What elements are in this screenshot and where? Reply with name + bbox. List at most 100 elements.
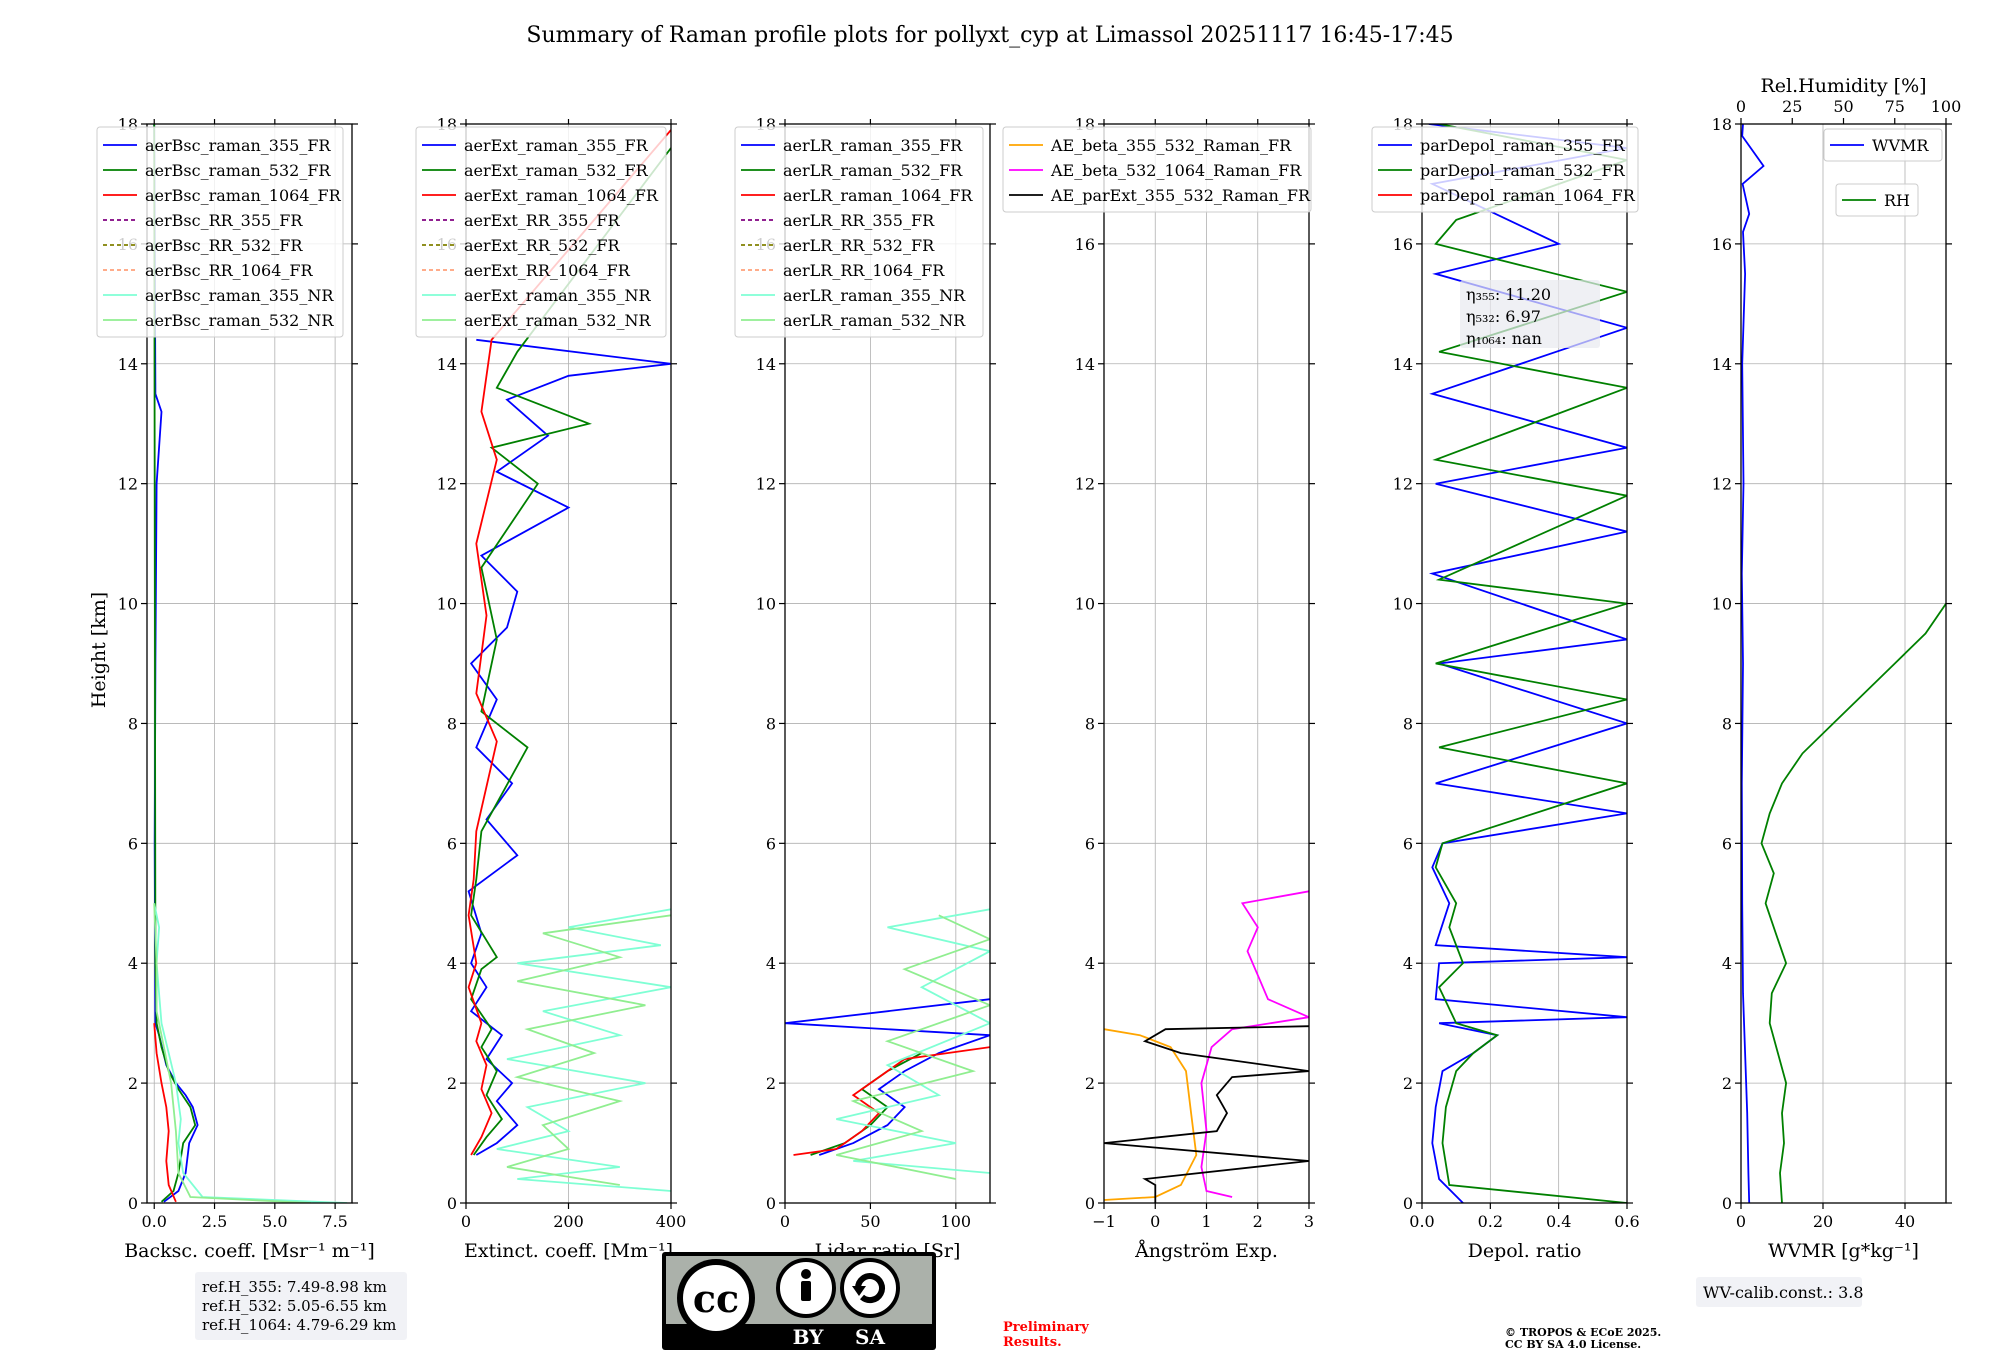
cc-by-label: BY [793,1325,825,1349]
top-x-axis-label: Rel.Humidity [%] [1760,75,1926,97]
y-tick-label: 2 [1085,1074,1095,1093]
ref-height-532: ref.H_532: 5.05-6.55 km [202,1297,387,1315]
x-tick-label: 1 [1201,1212,1211,1231]
series-line-aerExt_raman_532_FR [470,147,671,1156]
y-tick-label: 0 [1403,1194,1413,1213]
eta-annotation: η₁₀₆₄: nan [1466,329,1542,348]
preliminary-line2: Results. [1003,1335,1062,1350]
legend-label: aerExt_raman_1064_FR [464,186,659,205]
y-tick-label: 4 [447,954,457,973]
legend-label: AE_beta_532_1064_Raman_FR [1050,161,1302,180]
eta-box [1460,280,1600,348]
legend-label: aerExt_RR_532_FR [464,236,621,255]
cc-by-sa-badge[interactable]: cc BY SA [662,1252,936,1350]
cc-sa-label: SA [855,1325,885,1349]
legend-label: aerLR_RR_532_FR [783,236,935,255]
x-tick-label: 0 [780,1212,790,1231]
x-axis-label: WVMR [g*kg⁻¹] [1768,1240,1919,1262]
top-x-tick-label: 75 [1885,97,1905,116]
legend-label: aerLR_raman_355_NR [783,286,966,305]
series-line-aerBsc_raman_355_NR [153,903,348,1203]
legend-label: aerExt_RR_355_FR [464,211,621,230]
panel-ext: 0246810121416180200400Extinct. coeff. [M… [415,115,687,1262]
ref-height-355: ref.H_355: 7.49-8.98 km [202,1278,387,1296]
series-line-RH [1760,603,1946,1203]
legend-box [415,126,667,338]
x-axis-label: Depol. ratio [1468,1240,1582,1262]
y-tick-label: 12 [437,475,457,494]
y-tick-label: 4 [1722,954,1732,973]
y-tick-label: 14 [1712,355,1732,374]
legend-label: RH [1884,191,1910,210]
legend-label: aerLR_RR_1064_FR [783,261,945,280]
legend-label: parDepol_raman_532_FR [1420,161,1626,180]
y-tick-label: 16 [1712,235,1732,254]
series-line-AE_beta_532_1064_Raman_FR [1200,890,1309,1198]
top-x-tick-label: 50 [1833,97,1853,116]
legend-label: aerLR_raman_1064_FR [783,186,973,205]
y-tick-label: 10 [756,595,776,614]
y-tick-label: 4 [1403,954,1413,973]
legend-label: aerExt_RR_1064_FR [464,261,631,280]
y-tick-label: 16 [1075,235,1095,254]
by-person-icon [801,1269,811,1279]
y-tick-label: 2 [447,1074,457,1093]
x-tick-label: 2.5 [202,1212,227,1231]
series-line-aerLR_raman_355_NR [836,908,990,1174]
series-line-AE_parExt_355_532_Raman_FR [1104,1025,1309,1203]
axes-frame [1740,123,1947,1204]
y-tick-label: 2 [128,1074,138,1093]
x-tick-label: 400 [656,1212,687,1231]
legend-label: aerLR_RR_355_FR [783,211,935,230]
legend-label: aerExt_raman_532_NR [464,311,652,330]
legend-label: aerExt_raman_355_NR [464,286,652,305]
panel-lr: 024681012141618050100Lidar ratio [Sr]aer… [734,115,996,1262]
x-axis-label: Backsc. coeff. [Msr⁻¹ m⁻¹] [124,1240,375,1262]
legend-label: aerLR_raman_532_FR [783,161,963,180]
y-tick-label: 8 [766,714,776,733]
y-tick-label: 10 [1712,595,1732,614]
legend-box [1371,126,1639,213]
ref-height-1064: ref.H_1064: 4.79-6.29 km [202,1316,396,1334]
x-tick-label: 0 [461,1212,471,1231]
x-tick-label: 7.5 [322,1212,347,1231]
x-tick-label: 2 [1253,1212,1263,1231]
x-tick-label: 40 [1895,1212,1915,1231]
series-line-aerLR_raman_532_NR [836,914,990,1180]
legend-label: aerLR_raman_355_FR [783,136,963,155]
x-tick-label: 20 [1813,1212,1833,1231]
legend-label: parDepol_raman_1064_FR [1420,186,1636,205]
y-tick-label: 8 [1085,714,1095,733]
legend-label: AE_beta_355_532_Raman_FR [1050,136,1292,155]
top-x-tick-label: 25 [1782,97,1802,116]
x-tick-label: −1 [1092,1212,1116,1231]
y-tick-label: 6 [1722,834,1732,853]
y-tick-label: 0 [766,1194,776,1213]
legend-box [1002,126,1312,213]
legend-box [1835,183,1919,217]
axes-frame [146,123,353,1204]
x-tick-label: 0 [1150,1212,1160,1231]
y-tick-label: 12 [756,475,776,494]
x-tick-label: 0.2 [1478,1212,1503,1231]
legend-label: aerBsc_RR_1064_FR [145,261,314,280]
legend-box [1823,128,1943,162]
figure-title: Summary of Raman profile plots for polly… [526,23,1453,48]
cc-logo-text: cc [693,1276,739,1321]
series-line-WVMR [1741,124,1765,1203]
y-tick-label: 18 [1712,115,1732,134]
ref-heights-box: ref.H_355: 7.49-8.98 km ref.H_532: 5.05-… [195,1272,407,1340]
legend-label: parDepol_raman_355_FR [1420,136,1626,155]
legend-label: aerBsc_RR_355_FR [145,211,303,230]
y-tick-label: 12 [1075,475,1095,494]
y-tick-label: 10 [1393,595,1413,614]
legend-label: aerLR_raman_532_NR [783,311,966,330]
legend-label: aerBsc_raman_1064_FR [145,186,342,205]
eta-annotation: η₃₅₅: 11.20 [1466,285,1551,304]
